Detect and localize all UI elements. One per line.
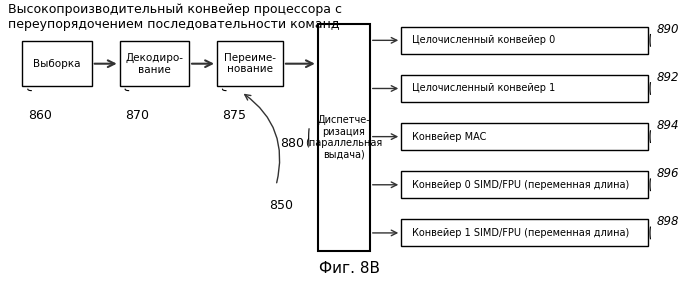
Text: 875: 875 (223, 109, 246, 122)
Text: 898: 898 (657, 215, 679, 228)
Text: Конвейер 1 SIMD/FPU (переменная длина): Конвейер 1 SIMD/FPU (переменная длина) (412, 228, 629, 238)
FancyBboxPatch shape (401, 123, 648, 150)
FancyBboxPatch shape (401, 171, 648, 198)
Text: 850: 850 (269, 199, 293, 212)
FancyBboxPatch shape (217, 41, 283, 86)
Text: 890: 890 (657, 23, 679, 35)
FancyBboxPatch shape (401, 75, 648, 102)
FancyBboxPatch shape (22, 41, 91, 86)
Text: 880: 880 (280, 136, 304, 150)
Text: Фиг. 8В: Фиг. 8В (318, 261, 380, 276)
Text: Целочисленный конвейер 0: Целочисленный конвейер 0 (412, 35, 555, 45)
FancyBboxPatch shape (401, 219, 648, 246)
Text: Декодиро-
вание: Декодиро- вание (126, 53, 184, 75)
Text: Переиме-
нование: Переиме- нование (224, 53, 276, 74)
Text: 892: 892 (657, 71, 679, 84)
Text: 870: 870 (125, 109, 149, 122)
Text: 894: 894 (657, 119, 679, 132)
FancyBboxPatch shape (401, 27, 648, 54)
Text: Выборка: Выборка (34, 59, 81, 69)
FancyBboxPatch shape (318, 24, 370, 251)
Text: 896: 896 (657, 167, 679, 180)
Text: Конвейер MAC: Конвейер MAC (412, 132, 486, 142)
FancyBboxPatch shape (119, 41, 189, 86)
Text: Диспетче-
ризация
(параллельная
выдача): Диспетче- ризация (параллельная выдача) (305, 115, 383, 160)
Text: Конвейер 0 SIMD/FPU (переменная длина): Конвейер 0 SIMD/FPU (переменная длина) (412, 180, 629, 190)
Text: Высокопроизводительный конвейер процессора с
переупорядочением последовательност: Высокопроизводительный конвейер процессо… (8, 3, 342, 31)
Text: Целочисленный конвейер 1: Целочисленный конвейер 1 (412, 84, 555, 94)
Text: 860: 860 (28, 109, 52, 122)
